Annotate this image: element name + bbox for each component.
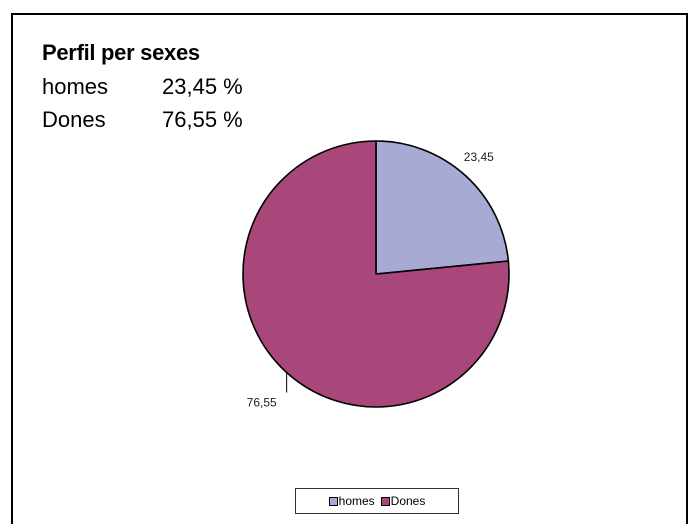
stat-row-dones: Dones 76,55 %	[42, 107, 243, 133]
pie-slice-dones	[242, 140, 510, 408]
stat-label: Dones	[42, 107, 106, 132]
data-label-dones: 76,55	[247, 396, 277, 410]
stat-label: homes	[42, 74, 109, 99]
legend-swatch	[380, 496, 390, 506]
legend-label: Dones	[390, 494, 426, 508]
chart-title: Perfil per sexes	[42, 40, 200, 65]
stat-value: 76,55 %	[162, 107, 243, 132]
pie-slice-homes	[375, 140, 510, 275]
legend: homes Dones	[295, 488, 459, 514]
stat-value: 23,45 %	[162, 74, 243, 99]
legend-label: homes	[338, 494, 375, 508]
legend-item-dones: Dones	[380, 494, 426, 508]
legend-item-homes: homes	[328, 494, 375, 508]
legend-swatch	[328, 496, 338, 506]
stat-row-homes: homes 23,45 %	[42, 74, 243, 100]
data-label-homes: 23,45	[464, 150, 494, 164]
